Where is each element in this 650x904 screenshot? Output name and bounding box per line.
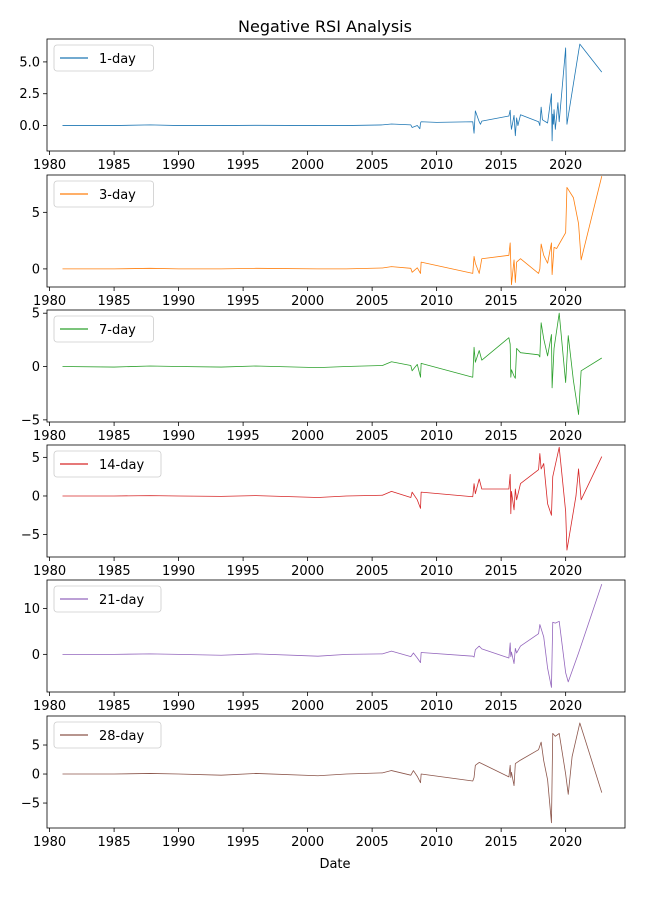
legend-label: 3-day [99,188,136,203]
legend-box [53,44,154,72]
x-tick-label: 2010 [420,158,453,173]
legend-label: 1-day [99,52,136,67]
panel-21-day: 0 10 1980 1985 1990 1995 2000 2005 2010 2015 2020 2… [23,579,626,714]
panel-1-day: 0.0 2.5 5.0 1980 1985 1990 1995 2000 2005 2010 201… [19,38,626,173]
legend-label: 7-day [99,323,136,338]
x-tick-label: 1985 [98,835,131,850]
x-tick-label: 2000 [291,699,324,714]
y-tick-label: 5.0 [19,55,40,70]
y-tick-label: 0 [32,768,40,783]
x-tick-label: 2010 [420,429,453,444]
x-tick-label: 1980 [33,564,66,579]
y-tick-label: 0 [32,262,40,277]
y-tick-label: −5 [21,413,40,428]
x-tick-label: 2005 [356,429,389,444]
y-tick-label: 5 [32,451,40,466]
panel-7-day: −5 0 5 1980 1985 1990 1995 2000 2005 2010 2015 2020… [21,307,626,444]
y-tick-label: −5 [21,528,40,543]
x-tick-label: 1985 [98,158,131,173]
series-line-7-day [62,312,602,415]
legend-label: 14-day [99,458,144,473]
legend-label: 28-day [99,729,144,744]
x-tick-label: 2005 [356,294,389,309]
x-tick-label: 2000 [291,294,324,309]
series-line-14-day [62,446,603,551]
x-tick-label: 1990 [162,429,195,444]
series-line-1-day [62,43,603,142]
legend-box [53,180,154,208]
y-tick-label: 5 [32,307,40,322]
series-line-28-day [62,722,603,824]
x-tick-label: 2010 [420,699,453,714]
x-tick-label: 2020 [549,429,582,444]
x-tick-label: 2015 [485,564,518,579]
x-tick-label: 2005 [356,699,389,714]
legend-label: 21-day [99,593,144,608]
x-tick-label: 1990 [162,835,195,850]
series-line-3-day [62,176,603,286]
x-tick-label: 2010 [420,564,453,579]
x-tick-label: 1980 [33,835,66,850]
panel-28-day: −5 0 5 1980 1985 1990 1995 2000 2005 2010 2015 2020… [21,715,626,850]
x-tick-label: 1985 [98,429,131,444]
y-tick-label: 10 [23,602,40,617]
x-tick-label: 2010 [420,294,453,309]
x-tick-label: 1990 [162,699,195,714]
x-tick-label: 2015 [485,835,518,850]
x-tick-label: 2000 [291,835,324,850]
x-tick-label: 1990 [162,158,195,173]
x-tick-label: 2000 [291,429,324,444]
legend-box [53,585,162,613]
y-tick-label: 0 [32,648,40,663]
x-tick-label: 2000 [291,158,324,173]
x-tick-label: 2000 [291,564,324,579]
x-tick-label: 2005 [356,835,389,850]
panel-3-day: 0 5 1980 1985 1990 1995 2000 2005 2010 2015 2020 3-… [32,174,626,309]
y-tick-label: 5 [32,206,40,221]
x-tick-label: 2020 [549,294,582,309]
x-tick-label: 2020 [549,158,582,173]
x-tick-label: 1995 [227,699,260,714]
x-tick-label: 1980 [33,158,66,173]
x-tick-label: 1995 [227,294,260,309]
x-tick-label: 2015 [485,429,518,444]
x-tick-label: 2015 [485,699,518,714]
x-tick-label: 2015 [485,294,518,309]
x-tick-label: 1995 [227,564,260,579]
x-tick-label: 1980 [33,699,66,714]
x-tick-label: 1980 [33,429,66,444]
x-tick-label: 2020 [549,835,582,850]
y-tick-label: 0.0 [19,119,40,134]
x-tick-label: 2020 [549,564,582,579]
x-tick-label: 2020 [549,699,582,714]
x-tick-label: 1985 [98,294,131,309]
chart-title: Negative RSI Analysis [238,17,412,36]
x-tick-label: 2010 [420,835,453,850]
x-tick-label: 1990 [162,294,195,309]
x-tick-label: 2005 [356,158,389,173]
legend-box [53,721,162,749]
y-tick-label: 0 [32,360,40,375]
legend-box [53,315,154,343]
series-line-21-day [62,584,603,688]
y-tick-label: 2.5 [19,87,40,102]
x-tick-label: 1985 [98,564,131,579]
y-tick-label: 5 [32,739,40,754]
x-tick-label: 2015 [485,158,518,173]
x-tick-label: 2005 [356,564,389,579]
x-tick-label: 1995 [227,158,260,173]
x-tick-label: 1985 [98,699,131,714]
y-tick-label: −5 [21,797,40,812]
x-tick-label: 1990 [162,564,195,579]
legend-box [53,450,162,478]
x-tick-label: 1980 [33,294,66,309]
y-tick-label: 0 [32,489,40,504]
panel-14-day: −5 0 5 1980 1985 1990 1995 2000 2005 2010 2015 2020… [21,444,626,579]
x-tick-label: 1995 [227,429,260,444]
x-tick-label: 1995 [227,835,260,850]
x-axis-label: Date [319,857,350,872]
